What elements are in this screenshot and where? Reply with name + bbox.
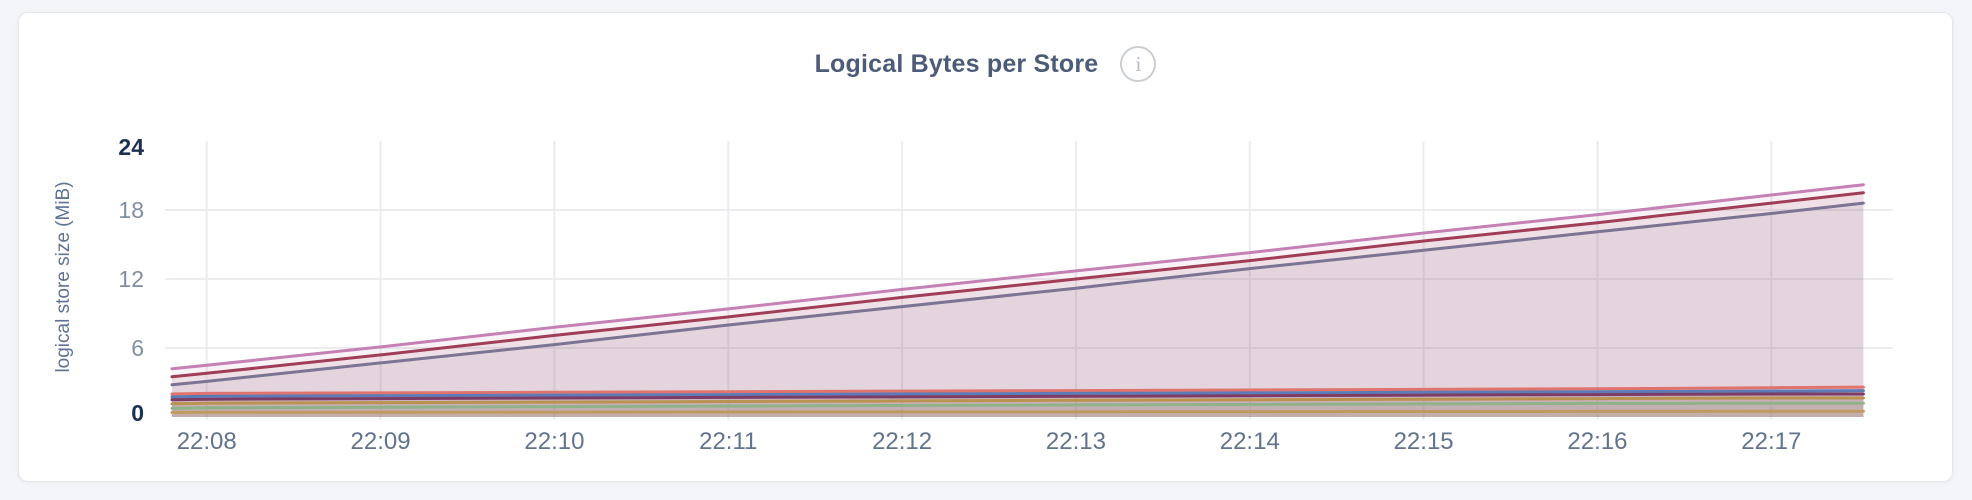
y-tick-label: 24 <box>118 134 144 160</box>
series-line-store-plum <box>170 392 1865 402</box>
series-line-store-slate <box>170 201 1865 387</box>
y-tick-label: 18 <box>118 197 144 223</box>
x-tick-label: 22:13 <box>1046 428 1106 455</box>
chart-header: Logical Bytes per Store i <box>19 46 1952 82</box>
series-area-store-slate <box>172 203 1864 417</box>
y-tick-label: 6 <box>131 335 144 361</box>
series-line-store-blue <box>170 389 1865 399</box>
series-line-store-salmon <box>170 385 1865 396</box>
x-tick-label: 22:12 <box>872 428 932 455</box>
y-tick-label: 0 <box>131 400 144 426</box>
series-line-store-green <box>170 401 1865 410</box>
x-tick-label: 22:14 <box>1220 428 1280 455</box>
x-tick-label: 22:11 <box>699 428 757 455</box>
x-tick-label: 22:16 <box>1567 428 1627 455</box>
chart-title: Logical Bytes per Store <box>814 49 1099 78</box>
info-icon-glyph: i <box>1135 51 1142 76</box>
x-tick-label: 22:15 <box>1394 428 1454 455</box>
series-line-store-orchid <box>170 183 1865 371</box>
series-line-store-tan <box>170 409 1865 414</box>
x-tick-label: 22:08 <box>177 428 237 455</box>
series-line-store-gold <box>170 396 1865 406</box>
y-axis-title: logical store size (MiB) <box>53 181 74 373</box>
x-tick-label: 22:17 <box>1741 428 1801 455</box>
series-line-store-maroon <box>170 191 1865 379</box>
x-tick-label: 22:09 <box>351 428 411 455</box>
series-area-store-orchid <box>172 184 1864 417</box>
y-tick-label: 12 <box>118 266 144 292</box>
info-icon[interactable]: i <box>1120 46 1157 82</box>
x-tick-label: 22:10 <box>524 428 584 455</box>
